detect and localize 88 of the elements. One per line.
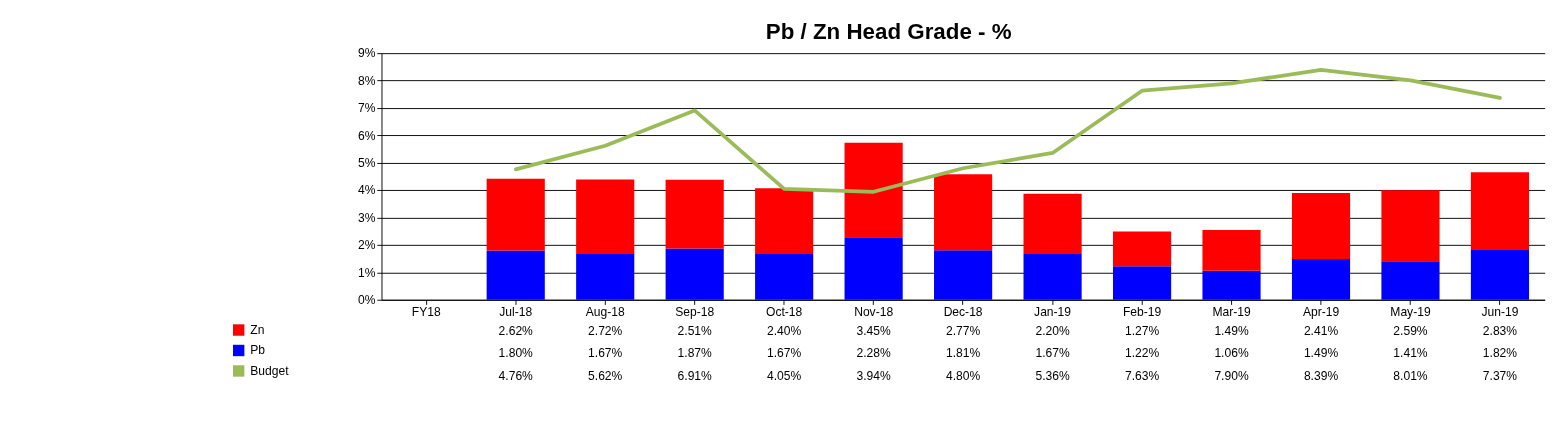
bar [844, 237, 903, 300]
bar [1291, 192, 1351, 259]
data-label: 2.83% [1482, 324, 1518, 339]
y-tick-label: 3% [358, 210, 376, 225]
data-label: 4.80% [945, 368, 981, 383]
x-tick-label: Jul-18 [499, 305, 533, 320]
data-label: 2.28% [856, 346, 892, 361]
data-label: 1.27% [1124, 324, 1160, 339]
bar [1112, 266, 1172, 300]
bar [934, 174, 993, 251]
y-tick-label: 6% [358, 128, 376, 143]
data-label: 3.94% [856, 368, 892, 383]
data-label: 1.82% [1482, 346, 1518, 361]
bar [1023, 254, 1082, 300]
legend-label: Pb [250, 343, 266, 358]
data-label: 1.67% [1035, 346, 1070, 361]
data-label: 1.49% [1214, 324, 1249, 339]
x-tick-label: Dec-18 [943, 305, 983, 320]
data-label: 2.59% [1393, 324, 1428, 339]
x-tick-label: Aug-18 [585, 305, 625, 320]
data-label: 2.20% [1035, 324, 1070, 339]
legend-label: Zn [250, 322, 265, 337]
data-label: 1.81% [945, 346, 981, 361]
data-label: 2.62% [498, 324, 534, 339]
x-tick-label: Feb-19 [1122, 305, 1162, 320]
bar [665, 179, 724, 249]
data-label: 4.76% [498, 368, 534, 383]
bar [1112, 231, 1172, 267]
y-tick-label: 2% [358, 238, 376, 253]
x-tick-label: Sep-18 [675, 305, 715, 320]
bar [755, 188, 814, 255]
x-tick-label: Apr-19 [1302, 305, 1340, 320]
bar [1023, 193, 1082, 255]
bar [1291, 258, 1351, 300]
bar [665, 248, 724, 300]
legend-label: Budget [250, 363, 290, 378]
bar [755, 254, 814, 300]
chart-title: Pb / Zn Head Grade - % [765, 19, 1012, 45]
data-label: 2.40% [767, 324, 802, 339]
data-label: 1.80% [498, 346, 534, 361]
line-series [513, 68, 1502, 194]
data-label: 7.90% [1214, 368, 1249, 383]
bar [1202, 229, 1261, 271]
data-label: 5.62% [588, 368, 623, 383]
y-tick-label: 7% [358, 101, 376, 116]
bar [486, 250, 545, 300]
data-label: 6.91% [677, 368, 713, 383]
data-label: 5.36% [1035, 368, 1070, 383]
bar [486, 178, 545, 251]
y-tick-label: 5% [358, 155, 376, 170]
data-label: 7.37% [1482, 368, 1518, 383]
bar [1470, 172, 1530, 250]
data-label: 1.49% [1303, 346, 1339, 361]
x-tick-label: FY18 [411, 305, 441, 320]
data-label: 1.22% [1124, 346, 1160, 361]
data-label: 1.41% [1393, 346, 1428, 361]
data-label: 4.05% [767, 368, 802, 383]
data-label: 2.72% [588, 324, 623, 339]
data-label: 2.77% [945, 324, 981, 339]
x-tick-label: Oct-18 [766, 305, 803, 320]
x-tick-label: Jun-19 [1481, 305, 1519, 320]
x-tick-label: Mar-19 [1212, 305, 1251, 320]
data-label: 7.63% [1124, 368, 1160, 383]
bar [1202, 270, 1261, 300]
data-label: 8.39% [1303, 368, 1339, 383]
bar [576, 179, 635, 255]
x-tick-label: Jan-19 [1034, 305, 1072, 320]
bar [1381, 190, 1440, 262]
data-label: 1.67% [767, 346, 802, 361]
bar [934, 250, 993, 300]
y-tick-label: 1% [358, 265, 376, 280]
data-label: 1.06% [1214, 346, 1249, 361]
data-label: 8.01% [1393, 368, 1428, 383]
data-label: 1.87% [677, 346, 713, 361]
data-label: 1.67% [588, 346, 623, 361]
bar [844, 142, 903, 238]
y-tick-label: 9% [358, 46, 376, 61]
y-tick-label: 0% [358, 292, 376, 307]
data-label: 3.45% [856, 324, 892, 339]
x-tick-label: Nov-18 [854, 305, 894, 320]
bar [576, 254, 635, 300]
data-label: 2.41% [1303, 324, 1339, 339]
y-tick-label: 8% [358, 73, 376, 88]
x-tick-label: May-19 [1390, 305, 1431, 320]
bar [1470, 249, 1530, 300]
bar [1381, 261, 1440, 300]
data-label: 2.51% [677, 324, 713, 339]
y-tick-label: 4% [358, 183, 376, 198]
